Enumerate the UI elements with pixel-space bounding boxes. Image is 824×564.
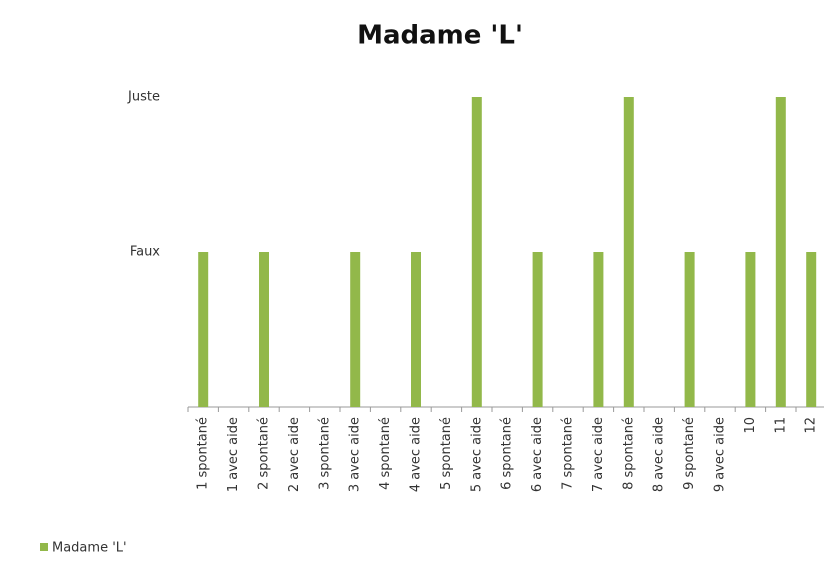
bar [532, 252, 543, 407]
legend-swatch [40, 543, 48, 551]
x-tick-label: 2 spontané [257, 417, 272, 490]
x-tick-label: 9 avec aide [713, 417, 728, 492]
x-tick-label: 10 [743, 417, 758, 434]
y-tick-label: Juste [127, 90, 160, 105]
bar [471, 97, 482, 407]
x-tick-label: 9 spontané [682, 417, 697, 490]
x-tick-label: 6 spontané [500, 417, 515, 490]
bar [623, 97, 634, 407]
x-tick-label: 8 avec aide [652, 417, 667, 492]
bar [745, 252, 756, 407]
x-tick-label: 3 spontané [317, 417, 332, 490]
bar [684, 252, 695, 407]
x-tick-label: 6 avec aide [530, 417, 545, 492]
bar [198, 252, 209, 407]
bar [593, 252, 604, 407]
x-tick-label: 11 [773, 417, 788, 434]
bar [775, 97, 786, 407]
legend-label: Madame 'L' [52, 541, 127, 556]
x-tick-label: 8 spontané [621, 417, 636, 490]
x-tick-label: 5 spontané [439, 417, 454, 490]
x-tick-label: 4 spontané [378, 417, 393, 490]
bar [411, 252, 421, 407]
x-tick-label: 3 avec aide [348, 417, 363, 492]
x-tick-label: 1 avec aide [226, 417, 241, 492]
bar [259, 252, 269, 407]
bar [350, 252, 361, 407]
x-tick-label: 7 avec aide [591, 417, 606, 492]
x-tick-label: 7 spontané [561, 417, 576, 490]
x-tick-label: 5 avec aide [469, 417, 484, 492]
x-tick-label: 4 avec aide [409, 417, 424, 492]
chart-title: Madame 'L' [357, 21, 523, 51]
x-tick-label: 12 [804, 417, 819, 434]
bar [806, 252, 817, 407]
y-tick-label: Faux [130, 245, 160, 260]
x-tick-label: 2 avec aide [287, 417, 302, 492]
x-tick-label: 1 spontané [196, 417, 211, 490]
